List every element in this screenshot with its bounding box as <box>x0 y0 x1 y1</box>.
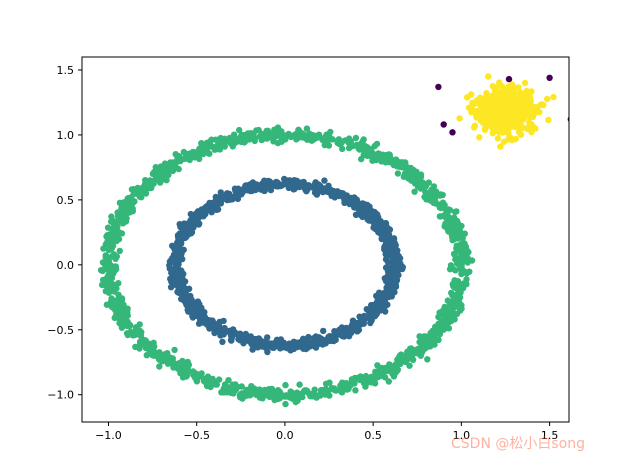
series-yellow-blob <box>456 73 557 150</box>
y-tick-label: 0.0 <box>57 259 75 272</box>
y-axis: −1.0 −0.5 0.0 0.5 1.0 1.5 <box>47 64 82 402</box>
y-tick-label: 1.0 <box>57 129 75 142</box>
x-tick-label: −0.5 <box>183 429 210 442</box>
series-outer-ring <box>97 124 476 408</box>
x-axis: −1.0 −0.5 0.0 0.5 1.0 1.5 <box>95 422 558 442</box>
data-points-layer <box>97 73 569 408</box>
y-tick-label: 1.5 <box>57 64 75 77</box>
x-tick-label: −1.0 <box>95 429 122 442</box>
y-tick-label: −1.0 <box>47 389 74 402</box>
series-purple-outliers <box>435 74 569 136</box>
x-tick-label: 1.0 <box>453 429 471 442</box>
x-tick-label: 0.0 <box>276 429 294 442</box>
x-tick-label: 0.5 <box>364 429 382 442</box>
x-tick-label: 1.5 <box>541 429 559 442</box>
series-inner-ring <box>166 175 406 356</box>
y-tick-label: −0.5 <box>47 324 74 337</box>
axes-box <box>81 56 570 423</box>
y-tick-label: 0.5 <box>57 194 75 207</box>
